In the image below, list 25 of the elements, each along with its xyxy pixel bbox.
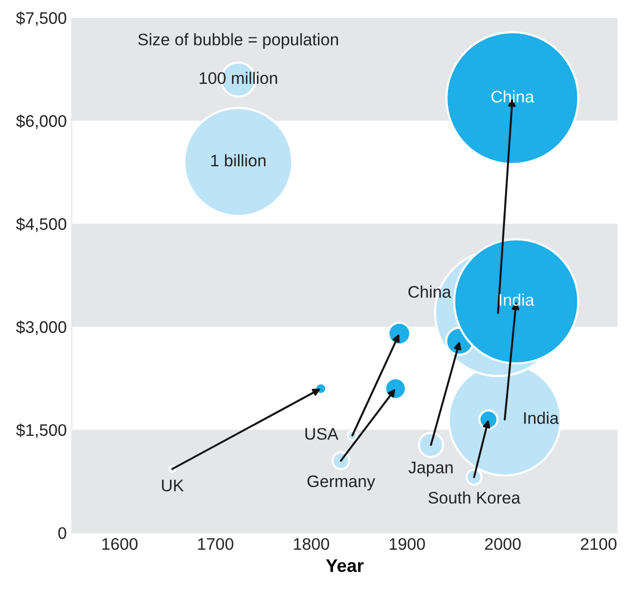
legend-label: 100 million	[200, 72, 278, 84]
y-tick-label: $6,000	[16, 114, 66, 129]
annotation: China	[491, 90, 534, 103]
annotation: South Korea	[428, 491, 520, 504]
x-tick-label: 1800	[294, 538, 330, 550]
annotation: Germany	[308, 475, 376, 490]
y-tick-label: $3,000	[16, 320, 66, 335]
x-tick-label: 1600	[102, 538, 138, 550]
annotation: UK	[162, 480, 184, 492]
x-tick-label: 1900	[390, 538, 425, 550]
x-tick-label: 1700	[198, 538, 234, 550]
legend-label: 1 billion	[211, 154, 266, 166]
annotation: USA	[305, 428, 338, 440]
x-tick-label: 2100	[580, 538, 616, 550]
annotation: Japan	[408, 462, 453, 477]
y-tick-label: $1,500	[16, 423, 66, 438]
annotation: India	[500, 294, 534, 306]
annotation: India	[524, 412, 559, 424]
x-tick-label: 2000	[485, 538, 521, 550]
x-axis-title: Year	[326, 559, 364, 572]
y-tick-label: $4,500	[16, 217, 66, 232]
y-tick-label: 0	[58, 527, 66, 540]
annotation: China	[408, 286, 452, 298]
annotation: Size of bubble = population	[138, 33, 338, 49]
y-tick-label: $7,500	[16, 11, 66, 26]
